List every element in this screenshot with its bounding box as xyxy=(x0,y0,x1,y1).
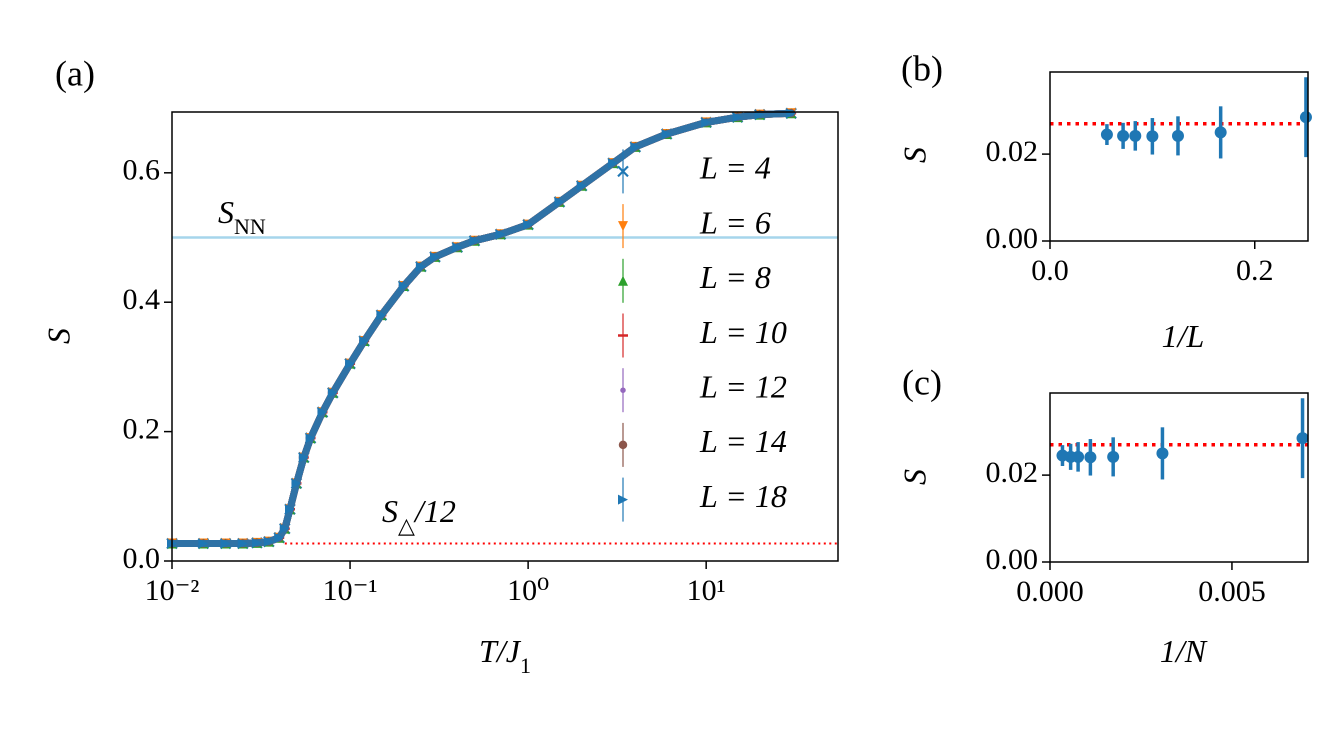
marker xyxy=(251,537,262,548)
marker xyxy=(452,242,463,253)
reference-label: SNN xyxy=(218,194,266,238)
x-tick-label: 0.000 xyxy=(1016,575,1084,608)
x-axis-label: 1/N xyxy=(1160,633,1208,669)
text-part: 1/L xyxy=(1162,318,1205,354)
x-tick-label: 0.2 xyxy=(1236,254,1274,287)
y-tick-label: 0.02 xyxy=(986,135,1039,168)
legend-label: L = 14 xyxy=(699,423,787,459)
y-tick-label: 0.2 xyxy=(123,412,161,445)
text-part: 1/N xyxy=(1160,633,1208,669)
marker xyxy=(285,504,296,515)
marker xyxy=(430,251,441,262)
marker xyxy=(576,180,587,191)
point xyxy=(1171,129,1184,142)
marker xyxy=(398,281,409,292)
x-tick-label: 0.0 xyxy=(1031,254,1069,287)
point xyxy=(1299,111,1312,124)
x-tick-label: 10⁻² xyxy=(145,574,200,607)
y-axis-label: S xyxy=(896,147,932,163)
axes-frame xyxy=(171,111,839,562)
text-part: △ xyxy=(398,513,415,538)
legend-label: L = 8 xyxy=(699,259,771,295)
text-part: /12 xyxy=(413,493,456,529)
point xyxy=(1156,447,1169,460)
point xyxy=(1117,129,1130,142)
legend-marker xyxy=(617,165,629,178)
y-tick-label: 0.00 xyxy=(986,543,1039,576)
marker xyxy=(291,478,302,489)
legend-label: L = 12 xyxy=(699,369,787,405)
marker xyxy=(305,433,316,444)
marker xyxy=(220,538,231,549)
marker xyxy=(376,310,387,321)
legend-marker xyxy=(620,387,626,393)
marker xyxy=(345,358,356,369)
axes-frame xyxy=(1049,71,1309,242)
marker xyxy=(786,108,797,119)
marker xyxy=(415,261,426,272)
text-part: S xyxy=(382,493,398,529)
marker xyxy=(317,407,328,418)
panel-label: (c) xyxy=(902,362,942,402)
point xyxy=(1146,130,1159,143)
y-axis-label: S xyxy=(896,469,932,485)
marker xyxy=(469,235,480,246)
marker xyxy=(279,523,290,534)
axes-frame xyxy=(1049,392,1309,563)
x-tick-label: 10⁻¹ xyxy=(323,574,378,607)
y-tick-label: 0.02 xyxy=(986,456,1039,489)
y-tick-label: 0.4 xyxy=(123,283,161,316)
x-tick-label: 10¹ xyxy=(687,574,726,607)
panel-label: (b) xyxy=(901,48,943,88)
marker xyxy=(274,532,285,543)
y-tick-label: 0.0 xyxy=(123,542,161,575)
legend-marker xyxy=(618,275,628,286)
legend-label: L = 18 xyxy=(699,478,787,514)
legend-marker xyxy=(618,440,628,450)
marker xyxy=(198,538,209,549)
text-part: S xyxy=(218,194,234,230)
marker xyxy=(359,336,370,347)
point xyxy=(1107,450,1120,463)
marker xyxy=(263,536,274,547)
marker xyxy=(608,158,619,169)
point xyxy=(1296,432,1309,445)
y-tick-label: 0.6 xyxy=(123,154,161,187)
x-axis-label: T/J1 xyxy=(479,633,531,677)
x-tick-label: 10⁰ xyxy=(507,574,549,607)
marker xyxy=(661,128,672,139)
point xyxy=(1084,451,1097,464)
marker xyxy=(701,117,712,128)
point xyxy=(1100,128,1113,141)
marker xyxy=(298,452,309,463)
marker xyxy=(732,112,743,123)
legend-label: L = 6 xyxy=(699,204,771,240)
point xyxy=(1129,129,1142,142)
legend-label: L = 10 xyxy=(699,314,787,350)
marker xyxy=(327,387,338,398)
legend-label: L = 4 xyxy=(699,150,771,186)
marker xyxy=(554,196,565,207)
text-part: NN xyxy=(234,214,266,239)
x-tick-label: 0.005 xyxy=(1198,575,1266,608)
marker xyxy=(630,141,641,152)
panel-label: (a) xyxy=(55,53,95,93)
marker xyxy=(523,219,534,230)
legend-marker xyxy=(618,221,628,232)
point xyxy=(1056,449,1069,462)
text-part: T/J xyxy=(479,633,522,669)
x-axis-label: 1/L xyxy=(1162,318,1205,354)
marker xyxy=(237,538,248,549)
y-axis-label: S xyxy=(40,328,76,344)
reference-label: S△/12 xyxy=(382,493,456,537)
legend-marker xyxy=(618,494,628,505)
point xyxy=(1214,126,1227,139)
text-part: 1 xyxy=(520,653,531,678)
y-tick-label: 0.00 xyxy=(986,222,1039,255)
marker xyxy=(495,229,506,240)
